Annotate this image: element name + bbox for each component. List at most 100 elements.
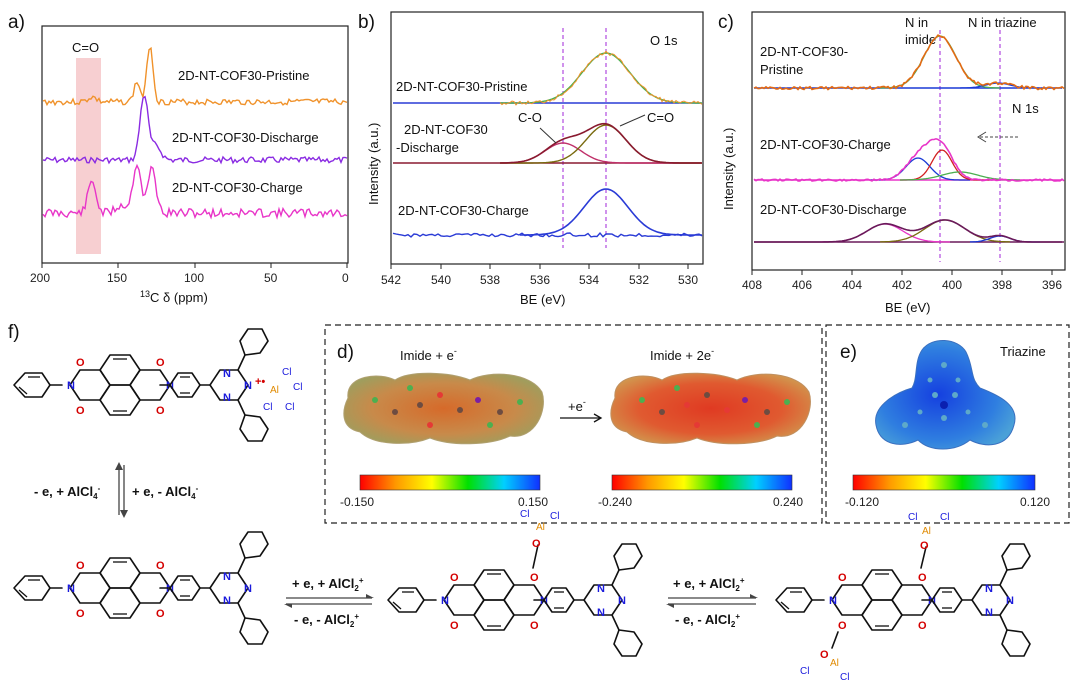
panel-a-xtick: 100	[184, 271, 204, 285]
molecule-reduced-2e: O Al Cl Cl O Al Cl Cl	[775, 512, 1031, 683]
molecule-oxidized-alcl4: Al Cl Cl Cl Cl +•	[13, 328, 302, 442]
esp-atoms-right	[639, 385, 790, 428]
panel-e-frame	[825, 324, 1070, 524]
panel-b-spectra	[392, 50, 703, 238]
xps-b-charge-baseline	[392, 232, 703, 238]
panel-c-xtick: 402	[892, 278, 912, 292]
panel-f-letter: f)	[8, 322, 20, 343]
cl-label: Cl	[908, 512, 917, 523]
c-label-triazine: N in triazine	[968, 15, 1037, 30]
panel-b-core-label: O 1s	[650, 33, 678, 48]
d-left-title: Imide + e-	[400, 346, 457, 363]
b-pointer-co	[539, 127, 557, 144]
panel-c-xticks: 408 406 404 402 400 398 396	[742, 270, 1062, 292]
panel-d: d) Imide + e- Imide + 2e- +e- -0.150 0.1…	[324, 324, 823, 524]
xps-c-pristine-raw	[753, 34, 1065, 91]
panel-b-letter: b)	[358, 12, 375, 33]
f-vertical-label-right: + e, - AlCl4-	[132, 484, 199, 501]
f-vertical-arrowhead-down	[120, 510, 128, 518]
panel-b-ylabel: Intensity (a.u.)	[366, 123, 381, 205]
d-left-scale-max: 0.150	[518, 495, 548, 509]
panel-b-xtick: 530	[678, 273, 698, 287]
nmr-trace-charge	[42, 163, 348, 220]
d-right-scale-min: -0.240	[598, 495, 632, 509]
panel-c-xtick: 408	[742, 278, 762, 292]
cl-label: Cl	[282, 367, 291, 378]
al-label: Al	[830, 658, 839, 669]
xps-b-charge-fit	[520, 188, 702, 236]
panel-c: c) Intensity (a.u.) N in imide N in tria…	[718, 11, 1066, 315]
panel-b-xtick: 542	[381, 273, 401, 287]
d-arrow-label: +e-	[568, 397, 586, 414]
panel-b-xtick: 538	[480, 273, 500, 287]
panel-a-spectra	[42, 46, 348, 220]
panel-c-axes	[751, 11, 1066, 271]
panel-a-xtick: 150	[107, 271, 127, 285]
c-trace-label-discharge: 2D-NT-COF30-Discharge	[760, 202, 907, 217]
e-scale-min: -0.120	[845, 495, 879, 509]
panel-c-xtick: 400	[942, 278, 962, 292]
d-right-scale-max: 0.240	[773, 495, 803, 509]
cl-label: Cl	[263, 402, 272, 413]
nmr-trace-pristine	[42, 46, 348, 107]
panel-c-xtick: 396	[1042, 278, 1062, 292]
panel-c-spectra	[753, 34, 1065, 243]
panel-b: b) O 1s Intensity (a.u.) 2D-NT-COF30-Pri…	[358, 11, 704, 307]
panel-c-ylabel: Intensity (a.u.)	[721, 128, 736, 210]
molecule-reduced-1e: O Al Cl Cl	[387, 509, 643, 657]
xps-b-discharge-cdo-peak	[500, 124, 702, 164]
panel-c-xtick: 398	[992, 278, 1012, 292]
c-label-imide-1: N in	[905, 15, 928, 30]
xps-b-discharge-sum	[499, 122, 702, 164]
panel-c-core-label: N 1s	[1012, 101, 1039, 116]
cl-label: Cl	[550, 511, 559, 522]
o-label: O	[920, 540, 929, 552]
c-trace-label-pristine-1: 2D-NT-COF30-	[760, 44, 848, 59]
panel-a-xtick: 50	[264, 271, 278, 285]
al-label: Al	[270, 385, 279, 396]
panel-b-xlabel: BE (eV)	[520, 292, 566, 307]
panel-c-xtick: 404	[842, 278, 862, 292]
panel-e-letter: e)	[840, 342, 857, 363]
carbonyl-highlight-band	[76, 58, 101, 254]
panel-a: a) C=O 2D-NT-COF30-Pristine 2D-NT-COF30-…	[8, 12, 349, 305]
e-colorbar	[852, 474, 1036, 491]
panel-f: f) Al Cl Cl Cl Cl +• - e, + AlCl4- + e, …	[8, 322, 1031, 683]
cl-label: Cl	[285, 402, 294, 413]
b-trace-label-discharge-1: 2D-NT-COF30	[404, 122, 488, 137]
c-label-imide-2: imide	[905, 32, 936, 47]
esp-atoms-triazine	[902, 362, 988, 428]
panel-a-xtick: 0	[342, 271, 349, 285]
c-shift-arrowhead	[977, 131, 987, 143]
trace-label-pristine: 2D-NT-COF30-Pristine	[178, 68, 309, 83]
panel-c-letter: c)	[718, 12, 734, 33]
panel-d-letter: d)	[337, 342, 354, 363]
trace-label-discharge: 2D-NT-COF30-Discharge	[172, 130, 319, 145]
cl-label: Cl	[800, 666, 809, 677]
f-step1-back-head	[284, 604, 292, 608]
b-trace-label-pristine: 2D-NT-COF30-Pristine	[396, 79, 527, 94]
nmr-trace-discharge	[42, 95, 348, 165]
f-step2-forward-head	[750, 594, 758, 598]
panel-b-xtick: 540	[431, 273, 451, 287]
xps-b-pristine-fit	[500, 52, 702, 104]
e-scale-max: 0.120	[1020, 495, 1050, 509]
cl-label: Cl	[840, 672, 849, 683]
panel-b-xtick: 534	[579, 273, 599, 287]
carbonyl-annotation: C=O	[72, 40, 99, 55]
b-trace-label-discharge-2: -Discharge	[396, 140, 459, 155]
panel-a-xlabel: 13C δ (ppm)	[140, 289, 208, 305]
panel-b-xtick: 536	[530, 273, 550, 287]
f-vertical-arrowhead-up	[115, 462, 123, 470]
d-arrowhead	[593, 413, 603, 423]
xps-c-charge-sum	[753, 137, 1065, 183]
f-step1-top-label: + e, + AlCl2+	[292, 576, 364, 593]
d-right-title: Imide + 2e-	[650, 346, 714, 363]
panel-c-xlabel: BE (eV)	[885, 300, 931, 315]
panel-d-frame	[324, 324, 823, 524]
d-right-colorbar	[611, 474, 793, 491]
panel-b-xtick: 532	[629, 273, 649, 287]
b-trace-label-charge: 2D-NT-COF30-Charge	[398, 203, 529, 218]
panel-b-xticks: 542 540 538 536 534 532 530	[381, 264, 698, 287]
